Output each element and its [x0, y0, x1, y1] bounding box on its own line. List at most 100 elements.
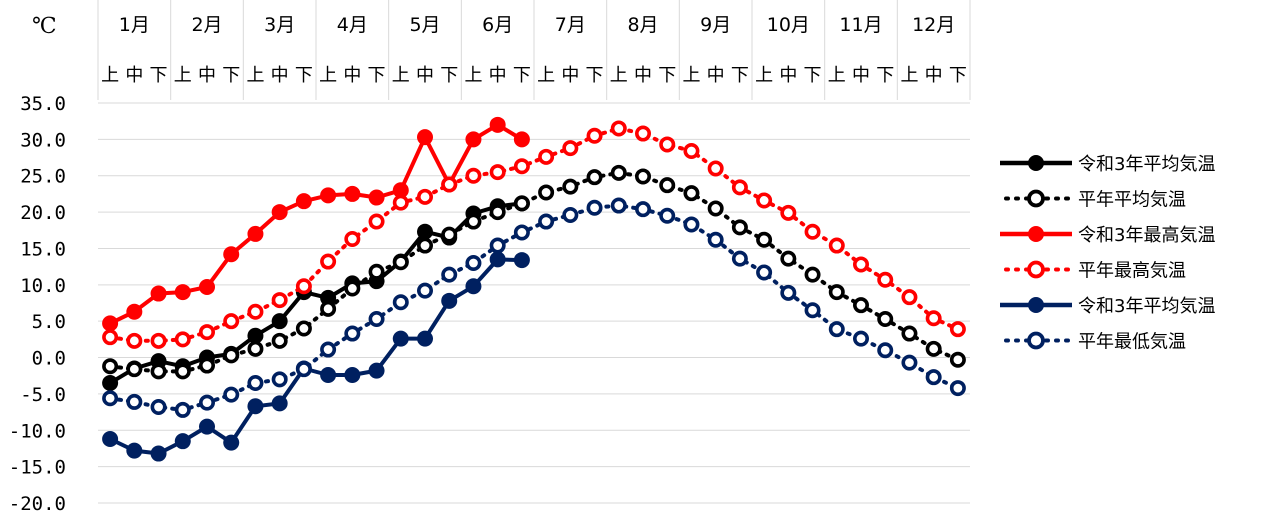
- data-point: [513, 195, 530, 212]
- dekad-label: 下: [949, 65, 967, 86]
- data-point: [513, 252, 530, 269]
- legend-label: 平年最低気温: [1078, 332, 1186, 353]
- data-point: [174, 331, 191, 348]
- y-tick-label: 10.0: [20, 275, 66, 297]
- data-point: [683, 143, 700, 160]
- data-point: [634, 168, 651, 185]
- legend-item: 平年最低気温: [1004, 331, 1186, 353]
- dekad-label: 下: [150, 65, 168, 86]
- gridlines: [98, 102, 970, 504]
- y-tick-label: 20.0: [20, 202, 66, 224]
- data-point: [610, 120, 627, 137]
- legend-item: 令和3年平均気温: [1000, 296, 1215, 317]
- legend-label: 令和3年平均気温: [1078, 296, 1215, 317]
- y-tick-label: 30.0: [20, 129, 66, 151]
- data-point: [247, 374, 264, 391]
- data-point: [441, 226, 458, 243]
- data-point: [828, 237, 845, 254]
- data-point: [586, 199, 603, 216]
- data-point: [344, 231, 361, 248]
- data-point: [489, 237, 506, 254]
- data-point: [513, 224, 530, 241]
- data-point: [659, 177, 676, 194]
- dekad-label: 下: [586, 65, 604, 86]
- data-point: [610, 197, 627, 214]
- data-point: [295, 320, 312, 337]
- legend-marker: [1027, 260, 1045, 279]
- data-point: [223, 347, 240, 364]
- dekad-label: 下: [295, 65, 313, 86]
- data-point: [804, 223, 821, 240]
- data-point: [852, 330, 869, 347]
- data-point: [465, 167, 482, 184]
- data-point: [150, 398, 167, 415]
- data-point: [780, 250, 797, 267]
- data-point: [271, 292, 288, 309]
- data-point: [707, 160, 724, 177]
- month-label: 9月: [700, 14, 731, 36]
- data-point: [344, 280, 361, 297]
- dekad-label: 中: [198, 65, 216, 86]
- dekad-label: 下: [731, 65, 749, 86]
- data-point: [731, 250, 748, 267]
- data-point: [320, 187, 337, 204]
- data-point: [489, 204, 506, 221]
- legend-label: 平年最高気温: [1078, 261, 1186, 282]
- data-point: [465, 131, 482, 148]
- dekad-label: 中: [271, 65, 289, 86]
- data-point: [126, 303, 143, 320]
- data-point: [949, 321, 966, 338]
- data-point: [513, 131, 530, 148]
- data-point: [634, 125, 651, 142]
- legend-item: 平年平均気温: [1004, 189, 1186, 211]
- data-point: [102, 329, 119, 346]
- data-point: [562, 207, 579, 224]
- data-point: [320, 367, 337, 383]
- data-point: [199, 279, 215, 295]
- dekad-label: 中: [343, 65, 361, 86]
- data-point: [489, 251, 506, 268]
- data-point: [877, 342, 894, 359]
- data-point: [320, 341, 337, 358]
- data-point: [271, 313, 288, 330]
- data-point: [247, 327, 264, 344]
- data-point: [295, 361, 312, 378]
- data-point: [174, 433, 191, 450]
- data-point: [925, 369, 942, 386]
- data-point: [392, 294, 409, 311]
- data-point: [925, 310, 942, 327]
- data-point: [271, 371, 288, 388]
- series-2: [102, 116, 530, 332]
- data-point: [756, 192, 773, 209]
- month-label: 12月: [912, 14, 955, 36]
- dekad-label: 上: [392, 65, 410, 86]
- data-point: [199, 357, 216, 374]
- data-point: [416, 282, 433, 299]
- data-point: [877, 271, 894, 288]
- month-label: 7月: [555, 14, 586, 36]
- month-label: 8月: [627, 14, 658, 36]
- data-point: [150, 332, 167, 349]
- y-axis-unit-label: ℃: [32, 14, 57, 39]
- month-label: 2月: [191, 14, 222, 36]
- dekad-label: 中: [634, 65, 652, 86]
- dekad-label: 中: [125, 65, 143, 86]
- data-point: [416, 237, 433, 254]
- month-label: 5月: [409, 14, 440, 36]
- series-line: [108, 203, 960, 412]
- dekad-label: 上: [101, 65, 119, 86]
- data-point: [174, 363, 191, 380]
- data-point: [417, 330, 433, 347]
- y-tick-label: 5.0: [32, 311, 66, 333]
- data-point: [828, 284, 845, 301]
- legend-marker: [1027, 189, 1045, 208]
- data-point: [417, 129, 433, 146]
- legend-marker: [1027, 331, 1045, 350]
- data-point: [949, 351, 966, 368]
- data-point: [247, 340, 264, 357]
- series-3: [102, 120, 966, 349]
- data-point: [465, 278, 482, 295]
- series-lines: [102, 116, 966, 462]
- data-point: [295, 278, 312, 295]
